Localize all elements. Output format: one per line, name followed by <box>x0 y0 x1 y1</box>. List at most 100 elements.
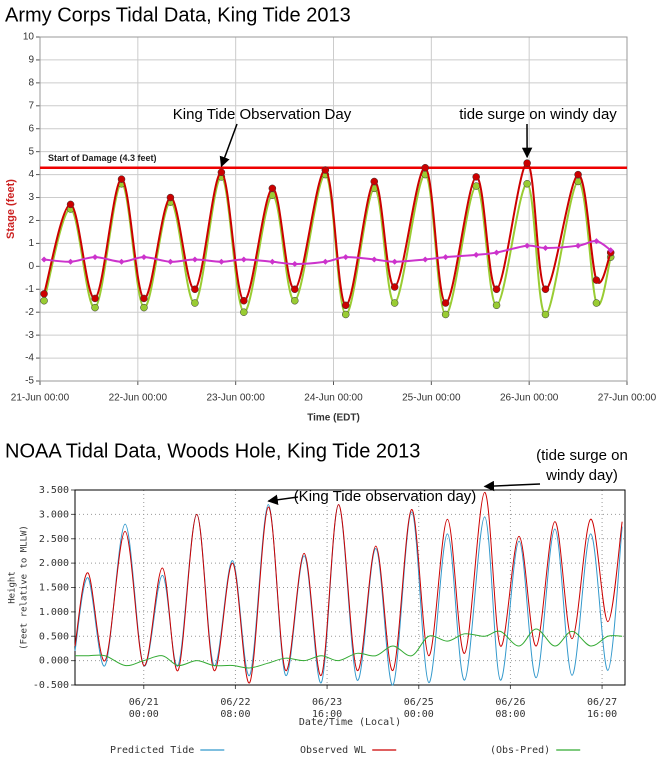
x-tick-label: 06/21 00:00 <box>129 697 159 720</box>
plot-border <box>74 489 626 686</box>
data-point <box>575 242 582 249</box>
data-point <box>442 254 449 261</box>
data-point <box>473 251 480 258</box>
data-point <box>268 184 277 193</box>
y-tick-label: 6 <box>28 123 34 134</box>
y-tick-label: 5 <box>28 146 34 157</box>
data-point <box>370 177 379 186</box>
y-tick-label: 3.500 <box>39 485 69 496</box>
data-point <box>117 175 126 183</box>
data-point <box>541 310 550 319</box>
data-point <box>341 310 350 319</box>
y-tick-label: 9 <box>28 55 34 66</box>
y-axis-label: Height <box>8 571 18 604</box>
y-tick-label: -4 <box>25 353 34 364</box>
y-tick-label: 3.000 <box>39 509 69 520</box>
data-point <box>269 258 276 265</box>
data-point <box>472 173 480 181</box>
y-tick-label: -0.500 <box>33 680 69 691</box>
data-point <box>40 296 48 305</box>
annotation-arrow <box>483 480 541 492</box>
data-point <box>523 159 531 167</box>
data-point <box>240 296 248 305</box>
data-point <box>492 285 501 294</box>
data-point <box>541 285 550 294</box>
y-axis-label: (Feet relative to MLLW) <box>20 525 30 650</box>
data-point <box>542 244 549 251</box>
y-tick-label: -5 <box>25 376 34 387</box>
y-tick-label: -3 <box>25 330 34 341</box>
data-point <box>592 276 601 284</box>
data-point <box>217 168 226 177</box>
data-point <box>66 200 75 209</box>
data-point <box>240 308 248 316</box>
x-tick-label: 26-Jun 00:00 <box>500 393 559 404</box>
data-point <box>291 296 299 305</box>
x-tick-label: 06/27 16:00 <box>587 697 617 720</box>
data-point <box>166 193 175 202</box>
data-point <box>493 249 500 256</box>
x-tick-label: 23-Jun 00:00 <box>206 393 265 404</box>
legend-label: Predicted Tide <box>110 745 194 756</box>
x-tick-label: 24-Jun 00:00 <box>304 393 363 404</box>
x-axis-label: Time (EDT) <box>307 413 360 424</box>
annotation: King Tide Observation Day <box>173 106 352 123</box>
data-point <box>240 256 247 263</box>
data-point <box>593 238 600 245</box>
data-point <box>118 258 125 265</box>
series-line <box>75 628 623 669</box>
data-point <box>218 258 225 265</box>
y-tick-label: 1.000 <box>39 607 69 618</box>
data-point <box>421 163 429 172</box>
x-tick-label: 06/26 08:00 <box>495 697 525 720</box>
chart-title: Army Corps Tidal Data, King Tide 2013 <box>5 4 351 26</box>
y-tick-label: 7 <box>28 100 34 111</box>
series-line <box>74 491 623 684</box>
data-point <box>67 258 74 265</box>
legend-label: Observed WL <box>300 745 366 756</box>
data-point <box>91 303 99 312</box>
y-axis-label: Stage (feet) <box>5 179 17 239</box>
data-point <box>341 301 350 310</box>
annotation: (King Tide observation day) <box>294 488 477 505</box>
x-tick-label: 27-Jun 00:00 <box>598 393 656 404</box>
data-point <box>607 247 614 254</box>
data-point <box>322 258 329 265</box>
x-tick-label: 06/22 08:00 <box>220 697 250 720</box>
data-point <box>321 166 330 174</box>
x-tick-label: 25-Jun 00:00 <box>402 393 461 404</box>
data-point <box>390 299 399 307</box>
y-tick-label: 2.500 <box>39 534 69 545</box>
y-tick-label: 0 <box>28 261 34 272</box>
data-point <box>574 170 582 179</box>
data-point <box>92 254 99 261</box>
x-tick-label: 21-Jun 00:00 <box>11 393 70 404</box>
data-point <box>523 180 531 188</box>
data-point <box>191 299 199 307</box>
data-point <box>140 254 147 261</box>
annotation: tide surge on windy day <box>459 106 617 123</box>
y-tick-label: 1 <box>28 238 34 249</box>
data-point <box>191 285 199 294</box>
threshold-label: Start of Damage (4.3 feet) <box>48 153 157 163</box>
data-point <box>441 310 450 319</box>
data-point <box>371 256 378 263</box>
x-tick-label: 06/23 16:00 <box>312 697 342 720</box>
y-tick-label: -2 <box>25 307 34 318</box>
y-tick-label: 10 <box>23 32 35 43</box>
data-point <box>422 256 429 263</box>
data-point <box>191 256 198 263</box>
y-tick-label: 8 <box>28 78 34 89</box>
data-point <box>41 256 48 263</box>
data-point <box>390 283 399 291</box>
plot-border <box>39 36 628 382</box>
legend-label: (Obs-Pred) <box>490 745 550 756</box>
y-tick-label: 4 <box>28 169 34 180</box>
data-point <box>592 299 601 307</box>
y-tick-label: 2.000 <box>39 558 69 569</box>
annotation: (tide surge on <box>536 447 628 464</box>
data-point <box>91 294 99 303</box>
y-tick-label: 3 <box>28 192 34 203</box>
data-point <box>342 254 349 261</box>
